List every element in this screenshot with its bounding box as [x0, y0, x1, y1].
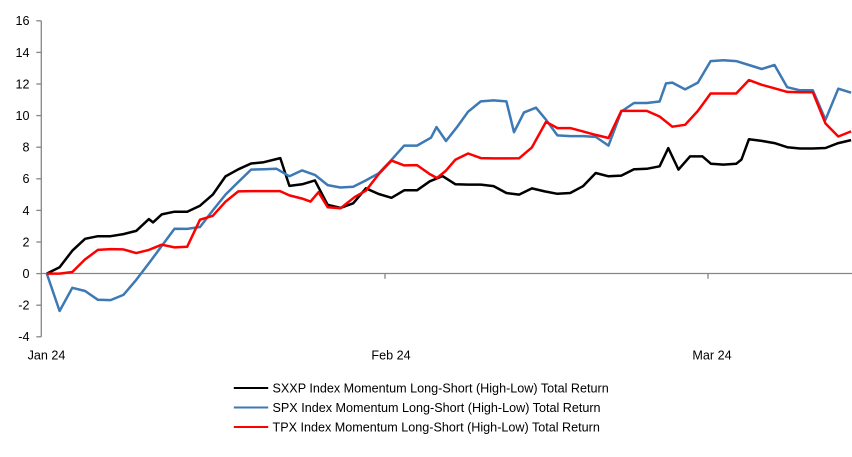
svg-text:-4: -4: [18, 330, 29, 344]
svg-text:16: 16: [15, 14, 29, 28]
svg-text:4: 4: [22, 204, 29, 218]
svg-text:SXXP Index Momentum Long-Short: SXXP Index Momentum Long-Short (High-Low…: [273, 381, 609, 395]
svg-text:0: 0: [22, 267, 29, 281]
svg-text:SPX Index Momentum Long-Short: SPX Index Momentum Long-Short (High-Low)…: [273, 401, 601, 415]
svg-text:6: 6: [22, 172, 29, 186]
svg-text:Feb 24: Feb 24: [371, 349, 410, 363]
svg-text:8: 8: [22, 141, 29, 155]
svg-text:-2: -2: [18, 299, 29, 313]
svg-text:Mar 24: Mar 24: [692, 349, 731, 363]
svg-text:TPX Index Momentum Long-Short: TPX Index Momentum Long-Short (High-Low)…: [273, 420, 600, 434]
svg-text:14: 14: [15, 46, 29, 60]
svg-text:10: 10: [15, 109, 29, 123]
svg-text:12: 12: [15, 77, 29, 91]
svg-text:Jan 24: Jan 24: [28, 349, 66, 363]
svg-text:2: 2: [22, 235, 29, 249]
